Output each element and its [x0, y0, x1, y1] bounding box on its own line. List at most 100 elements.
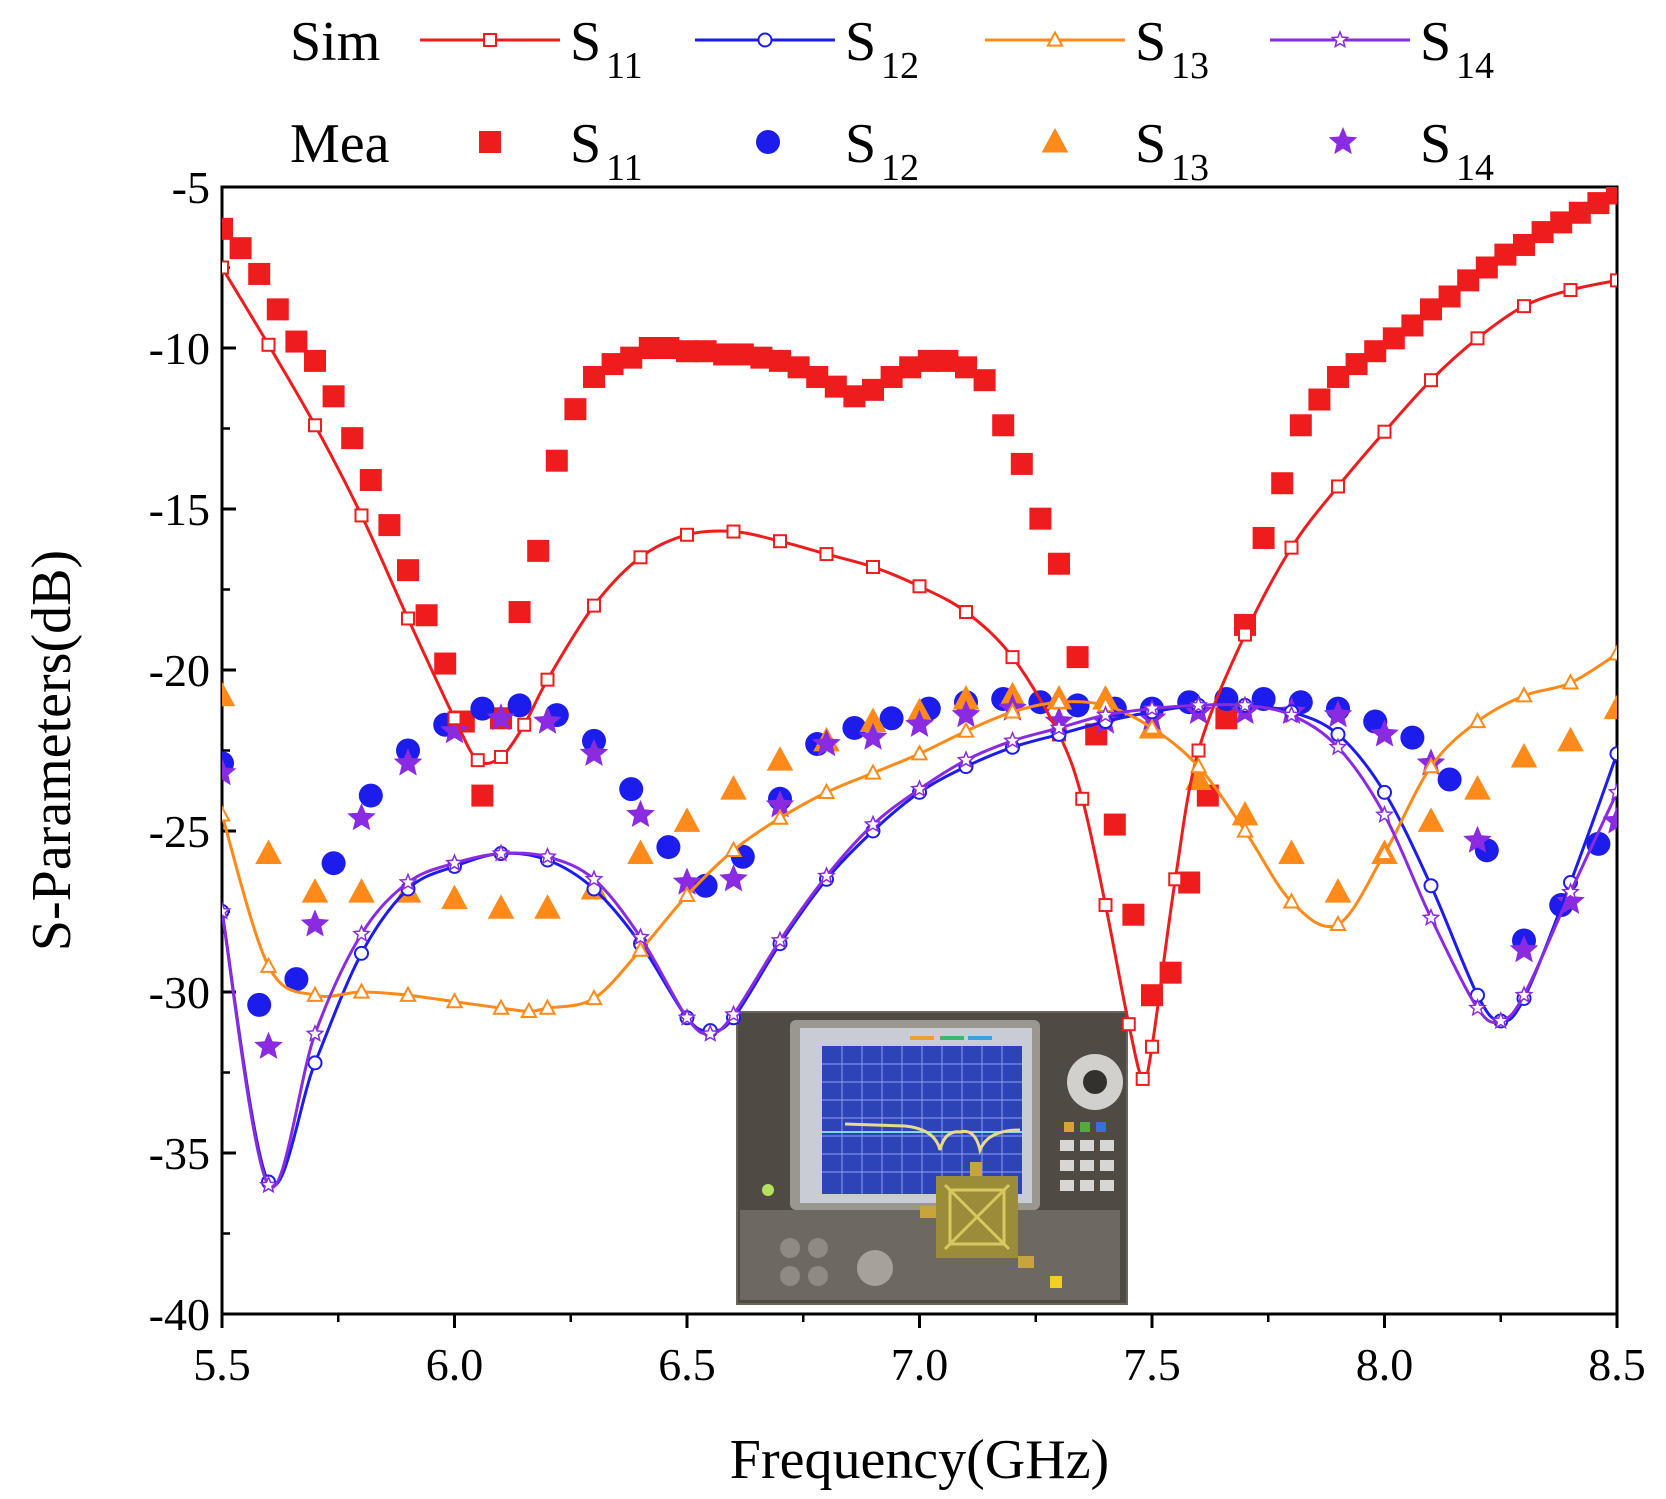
simulated-s14-point	[770, 930, 790, 949]
measured-s11-point	[1252, 526, 1275, 549]
legend-mea-s12-marker	[756, 130, 780, 154]
simulated-s13-point	[1329, 914, 1347, 932]
measured-s11-point	[1475, 256, 1498, 279]
legend-sim-s11-marker	[483, 33, 497, 47]
simulated-s11-point	[1135, 1071, 1150, 1086]
simulated-s14-point	[1421, 907, 1441, 926]
simulated-s11-point	[912, 579, 927, 594]
measured-s11-point	[750, 346, 773, 369]
measured-s11-point	[1289, 414, 1312, 437]
legend-sim-s13-label: S	[1135, 11, 1166, 73]
x-tick-label: 6.5	[658, 1339, 716, 1390]
legend-mea-s11-marker	[479, 131, 501, 153]
simulated-s14-point	[1607, 782, 1617, 801]
simulated-s14-point	[700, 1024, 720, 1042]
measured-s11-point	[527, 539, 550, 562]
measured-s11-point	[229, 237, 252, 260]
simulated-s14-point	[1491, 1011, 1511, 1030]
simulated-s14-point	[1282, 705, 1301, 724]
simulated-s14-point	[910, 779, 929, 798]
simulated-s13-point	[352, 982, 371, 999]
measured-s11-point	[638, 337, 661, 359]
simulated-s11-point	[1075, 791, 1090, 806]
measured-s11-point	[322, 385, 345, 408]
simulated-s13-point	[1375, 843, 1394, 861]
measured-s11-point	[266, 298, 289, 321]
legend-mea-s13-subscript: 13	[1171, 147, 1209, 189]
simulated-s11-point	[1145, 1039, 1159, 1054]
measured-s11-point	[1178, 871, 1201, 894]
measured-s11-point	[341, 427, 364, 450]
measured-s14-point	[533, 706, 562, 734]
measured-s11-point	[378, 514, 401, 537]
simulated-s11-point	[494, 749, 508, 764]
simulated-s11-point	[866, 559, 880, 574]
simulated-s14-point	[863, 814, 883, 833]
measured-s11-point	[657, 337, 680, 359]
simulated-s13-point	[1515, 686, 1533, 703]
simulated-s14-point	[1142, 698, 1162, 717]
simulated-s14-point	[1328, 737, 1348, 756]
measured-s13-point	[1417, 807, 1445, 832]
simulated-s14-point	[305, 1023, 325, 1042]
simulated-s11-point	[1191, 743, 1206, 758]
simulated-s14-point	[1514, 985, 1534, 1004]
legend-sim-s12-subscript: 12	[881, 45, 919, 87]
simulated-s11-point	[1284, 540, 1299, 555]
simulated-s11-point	[1168, 872, 1183, 887]
simulated-s13-point	[1050, 692, 1068, 709]
measured-s11-point	[285, 330, 308, 353]
x-tick-label: 8.5	[1588, 1339, 1646, 1390]
y-tick-label: -30	[149, 967, 210, 1018]
legend-sim-s14-label: S	[1420, 11, 1451, 73]
simulated-s13-point	[724, 840, 743, 857]
measured-s14-point	[858, 722, 888, 750]
legend-mea-s13-marker	[1041, 128, 1069, 153]
measured-s14-point	[951, 700, 981, 728]
measured-s11-point	[415, 604, 438, 627]
simulated-s13-point	[1608, 644, 1617, 661]
legend-sim-s14-marker	[1330, 30, 1350, 49]
simulated-s13-point	[538, 998, 557, 1015]
simulated-s14-point	[222, 901, 232, 920]
measured-s14-point	[1463, 825, 1492, 853]
measured-s13-point	[720, 775, 747, 800]
measured-s11-point	[843, 385, 866, 408]
simulated-s14-point	[1375, 804, 1394, 823]
simulated-s11-point	[959, 605, 973, 620]
measured-s13-point	[859, 707, 887, 733]
simulated-s11-point	[1238, 627, 1252, 642]
measured-s13-point	[1464, 775, 1491, 800]
simulated-s11-point	[401, 611, 415, 626]
simulated-s14-point	[1049, 718, 1069, 736]
measured-s12-point	[1586, 831, 1611, 856]
simulated-s14-point	[631, 927, 650, 946]
simulated-s11-point	[680, 527, 694, 542]
simulated-s11-point	[1377, 424, 1392, 439]
measured-s13-point	[673, 807, 701, 832]
measured-s12-point	[507, 693, 532, 718]
measured-s11-point	[1568, 201, 1591, 224]
x-tick-label: 7.5	[1123, 1339, 1181, 1390]
simulated-s11-point	[470, 753, 485, 768]
legend-sim-s12-label: S	[845, 11, 876, 73]
legend-sim-s12-marker	[757, 32, 773, 48]
simulated-s13-point	[1003, 702, 1022, 719]
simulated-s12-point	[354, 945, 369, 961]
measured-s13-point	[1510, 742, 1538, 768]
measured-s11-point	[676, 340, 698, 363]
measured-s11-point	[1550, 211, 1573, 234]
measured-s12-point	[656, 835, 681, 860]
measured-s14-point	[393, 748, 423, 776]
measured-s11-point	[1345, 353, 1368, 376]
simulated-s12-point	[1423, 878, 1439, 894]
measured-s14-point	[626, 799, 655, 827]
simulated-s13-point	[1143, 718, 1161, 735]
measured-s14-point	[812, 729, 841, 757]
legend-sim-s13-marker	[1046, 30, 1064, 47]
legend-mea-s11-label: S	[570, 113, 601, 175]
simulated-s14-point	[352, 924, 371, 943]
simulated-s11-point	[1098, 898, 1113, 913]
simulated-s11-point	[1517, 299, 1531, 314]
measured-s11-point	[397, 559, 419, 582]
